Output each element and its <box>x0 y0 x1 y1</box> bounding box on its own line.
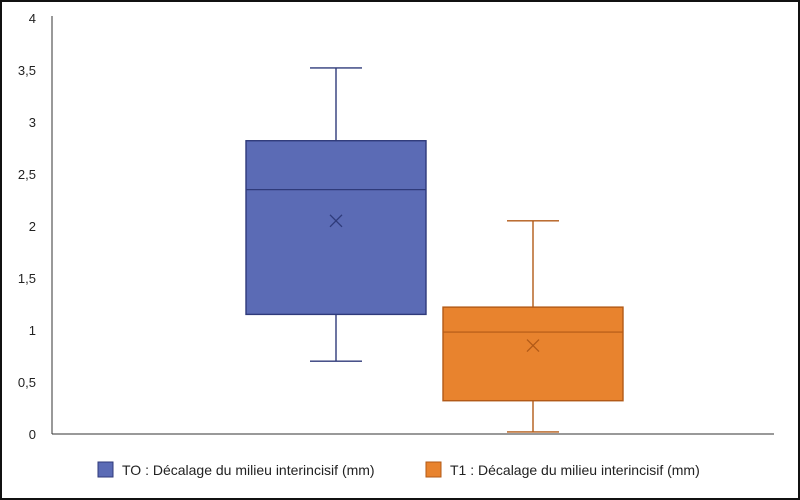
y-tick-label: 1,5 <box>18 271 36 286</box>
y-tick-label: 1 <box>29 323 36 338</box>
legend-label: T1 : Décalage du milieu interincisif (mm… <box>450 462 700 478</box>
box-iqr <box>442 306 624 402</box>
legend-swatch <box>425 461 442 478</box>
box-iqr <box>245 140 427 316</box>
y-tick-label: 4 <box>29 11 36 26</box>
y-tick-label: 3 <box>29 115 36 130</box>
y-tick-label: 2 <box>29 219 36 234</box>
y-tick-label: 3,5 <box>18 63 36 78</box>
legend-swatch <box>97 461 114 478</box>
y-tick-label: 2,5 <box>18 167 36 182</box>
legend-label: TO : Décalage du milieu interincisif (mm… <box>122 462 375 478</box>
y-tick-label: 0 <box>29 427 36 442</box>
mean-marker <box>329 214 343 228</box>
y-tick-label: 0,5 <box>18 375 36 390</box>
mean-marker <box>526 339 540 353</box>
